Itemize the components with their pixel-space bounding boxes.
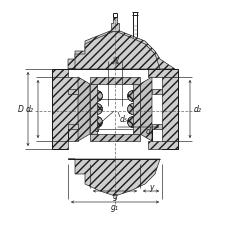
- Circle shape: [91, 91, 102, 102]
- Polygon shape: [90, 78, 139, 85]
- Text: w: w: [111, 55, 118, 64]
- Polygon shape: [151, 90, 161, 95]
- Polygon shape: [78, 78, 90, 141]
- Bar: [90, 100, 139, 129]
- Polygon shape: [139, 78, 151, 141]
- Polygon shape: [161, 70, 177, 149]
- Circle shape: [91, 104, 102, 115]
- Polygon shape: [111, 18, 118, 32]
- Text: g: g: [112, 192, 117, 201]
- Polygon shape: [90, 134, 139, 141]
- Polygon shape: [147, 70, 177, 78]
- Text: d₂: d₂: [26, 105, 34, 114]
- Text: d₂: d₂: [193, 105, 201, 114]
- Text: D: D: [18, 105, 24, 114]
- Text: d: d: [94, 125, 99, 134]
- Polygon shape: [68, 30, 174, 70]
- Polygon shape: [147, 141, 177, 149]
- Text: d₅: d₅: [120, 115, 127, 124]
- Polygon shape: [68, 159, 159, 196]
- Circle shape: [127, 104, 138, 115]
- Text: g₁: g₁: [111, 203, 118, 212]
- Circle shape: [127, 117, 138, 128]
- Polygon shape: [151, 124, 161, 141]
- Polygon shape: [68, 124, 78, 141]
- Circle shape: [91, 117, 102, 128]
- Polygon shape: [68, 90, 78, 95]
- Polygon shape: [132, 85, 139, 134]
- Text: y: y: [148, 183, 153, 192]
- Text: d₄: d₄: [145, 127, 153, 136]
- Circle shape: [127, 91, 138, 102]
- Polygon shape: [68, 32, 159, 70]
- Polygon shape: [90, 85, 97, 134]
- Polygon shape: [52, 70, 78, 149]
